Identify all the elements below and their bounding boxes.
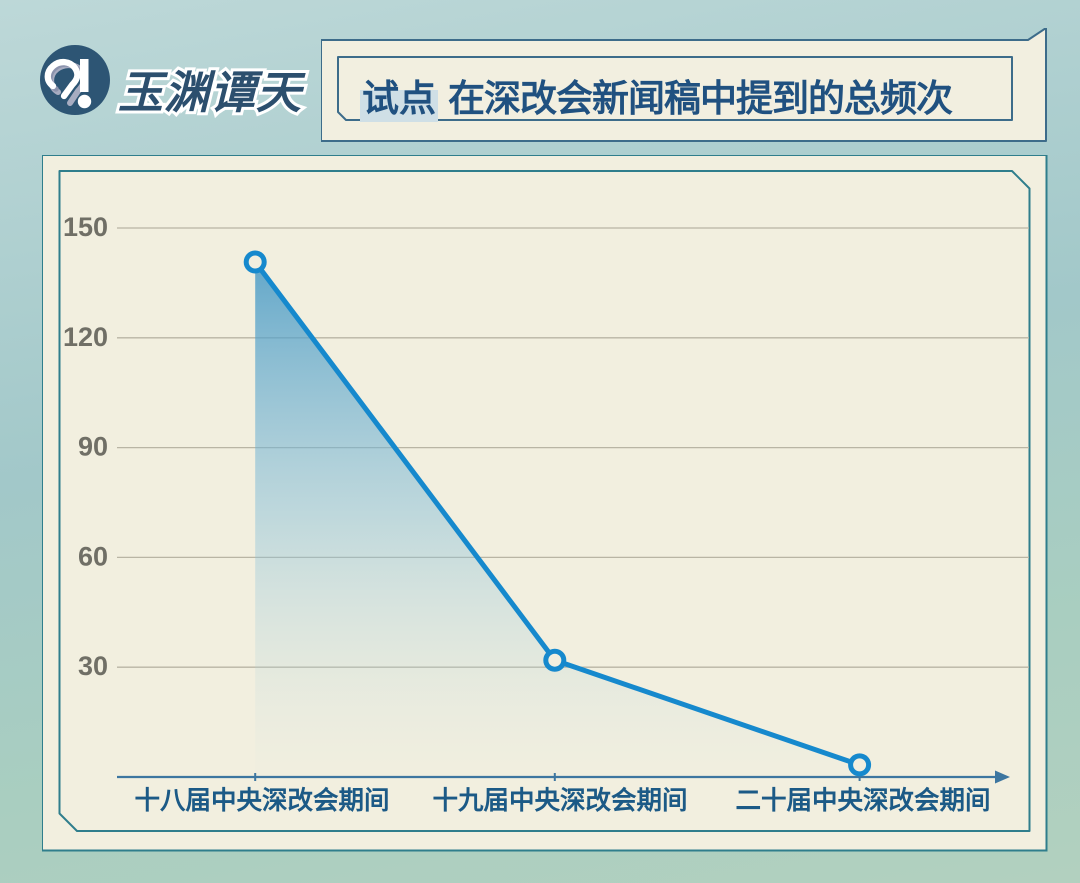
svg-text:150: 150 — [63, 212, 108, 242]
svg-text:30: 30 — [78, 651, 108, 681]
svg-text:十八届中央深改会期间: 十八届中央深改会期间 — [134, 786, 389, 815]
svg-text:十九届中央深改会期间: 十九届中央深改会期间 — [432, 786, 687, 815]
svg-text:90: 90 — [78, 432, 108, 462]
svg-text:二十届中央深改会期间: 二十届中央深改会期间 — [735, 786, 990, 815]
svg-text:60: 60 — [78, 541, 108, 571]
svg-text:120: 120 — [63, 322, 108, 352]
